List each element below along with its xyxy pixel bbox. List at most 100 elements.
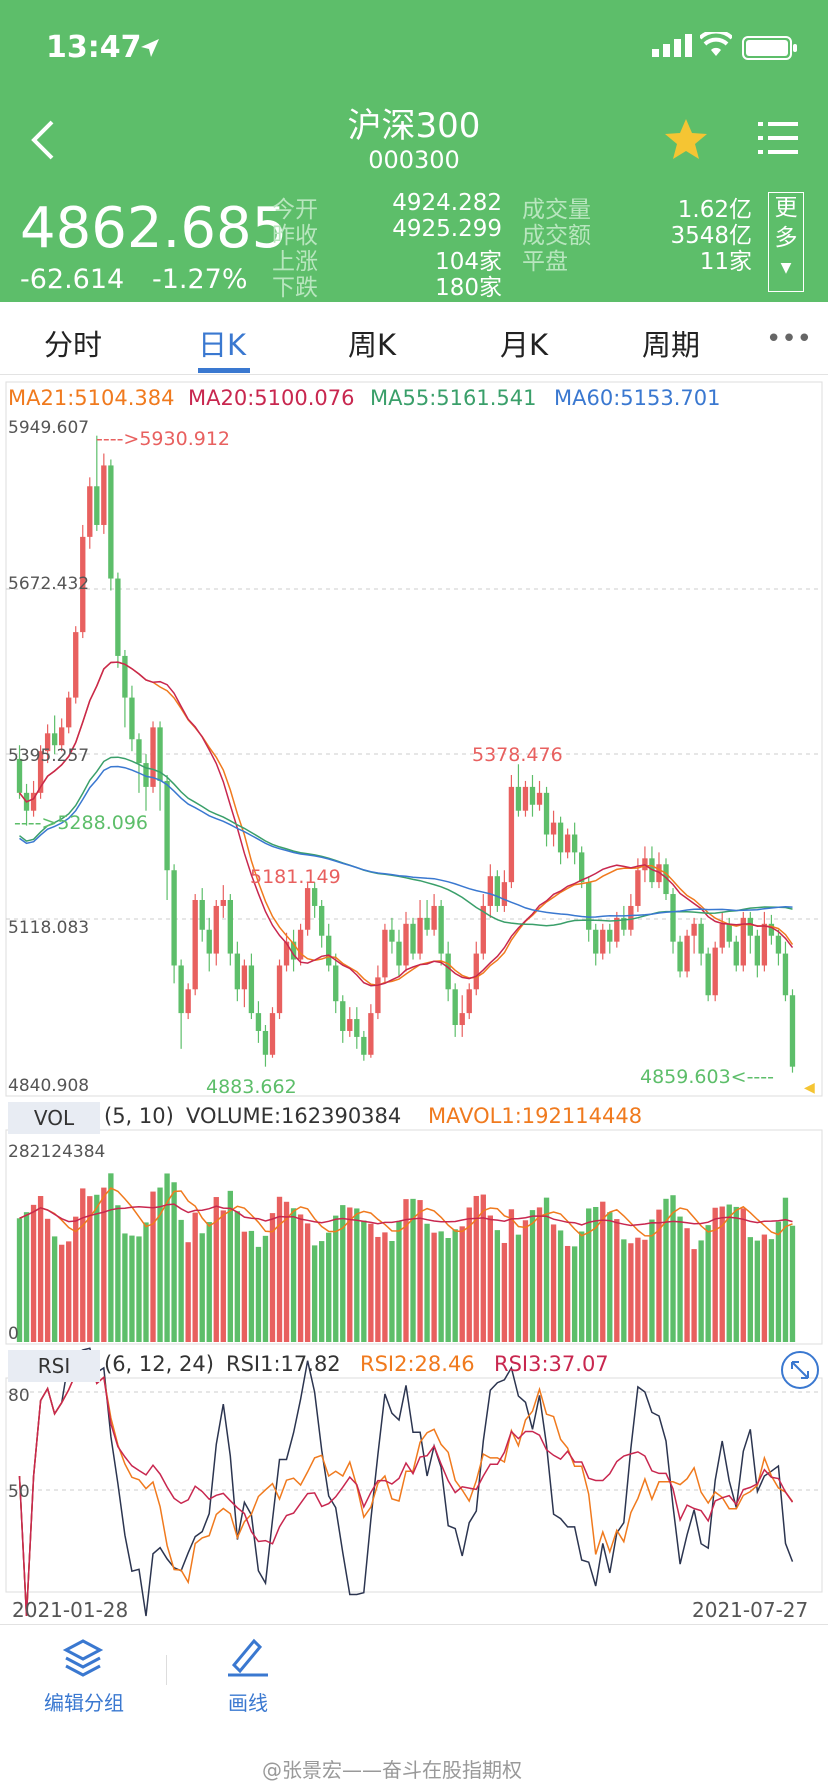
volume-bar [37,1196,44,1342]
quote-value: 4925.299 [392,216,502,242]
active-tab-indicator [198,368,250,373]
volume-bar [94,1194,100,1342]
volume-bar [262,1235,269,1342]
back-icon[interactable] [28,120,58,164]
candle-body [705,953,711,996]
candle-body [354,1019,360,1037]
volume-bar [487,1215,493,1342]
candle-body [101,465,107,525]
min-annotation: 4859.603<---- [640,1066,775,1088]
candle-body [157,727,163,781]
volume-bar [719,1206,725,1342]
volume-bar [389,1240,395,1342]
tab-monthly-k[interactable]: 月K [500,328,549,362]
candle-body [283,941,290,966]
candle-body [108,465,114,579]
candle-body [347,1019,353,1031]
volume-bar [44,1218,51,1342]
volume-bar [206,1222,212,1342]
expand-icon[interactable] [780,1350,820,1394]
volume-bar [248,1230,255,1342]
volume-bar [579,1231,585,1342]
candle-body [178,965,184,1014]
candle-body [66,697,72,728]
candle-body [30,792,37,811]
volume-bar [747,1237,753,1342]
volume-bar [614,1219,620,1342]
menu-icon[interactable] [758,120,798,160]
more-dots-icon[interactable]: ••• [766,324,813,354]
candle-body [557,822,564,853]
candle-body [361,1036,367,1055]
volume-bar [354,1208,360,1342]
rsi-y-label: 80 [8,1386,30,1406]
volume-bar [59,1244,65,1342]
volume-bar [586,1208,592,1342]
candle-body [698,923,704,954]
candle-body [789,995,796,1067]
volume-bar [473,1195,479,1342]
volume-bar [115,1205,121,1342]
vol-volume: VOLUME:162390384 [186,1104,402,1128]
volume-bar [220,1210,226,1342]
volume-bar [431,1232,437,1342]
rsi2-line [18,1357,794,1617]
last-price-marker: ◀ [804,1080,815,1096]
draw-line-button[interactable]: 画线 [228,1691,268,1715]
volume-bar [712,1207,718,1342]
quote-value: 104家 [435,249,502,275]
tab-daily-k[interactable]: 日K [198,328,247,362]
edit-group-button[interactable]: 编辑分组 [44,1691,124,1715]
candle-body [515,786,522,811]
candle-body [122,655,128,698]
volume-bar [164,1173,170,1342]
volume-bar [23,1212,30,1342]
candle-body [564,834,571,853]
volume-bar [522,1220,529,1342]
tab-period[interactable]: 周期 [642,328,701,362]
candle-body [747,917,753,936]
rsi1-legend: RSI1:17.82 [226,1352,341,1376]
volume-bar [424,1223,430,1342]
candle-body [333,965,339,1002]
star-icon[interactable] [664,118,708,164]
candle-body [80,536,86,633]
candle-body [164,780,170,871]
volume-bar [396,1220,402,1342]
volume-bar [501,1242,508,1342]
candle-body [326,935,332,966]
more-button[interactable]: 更 多 ▼ [768,192,804,292]
candle-body [628,905,634,930]
vol-y-label: 0 [8,1324,19,1344]
candle-body [586,882,592,930]
volume-bar [66,1241,72,1342]
max-annotation: ---->5930.912 [96,428,231,450]
volume-bar [150,1191,156,1342]
candle-body [522,786,529,811]
start-date: 2021-01-28 [12,1598,129,1622]
layers-icon[interactable] [62,1637,104,1683]
mavol2-line [19,1203,793,1227]
candle-body [417,917,423,954]
volume-bar [297,1214,304,1342]
ma55-line [19,756,793,927]
draw-line-icon[interactable] [226,1635,270,1681]
candle-body [297,929,304,960]
volume-bar [241,1231,248,1342]
volume-bar [775,1221,782,1342]
candle-body [129,697,135,740]
volume-bar [621,1239,627,1342]
kline-chart[interactable] [0,380,828,1620]
vol-tag[interactable]: VOL [8,1102,100,1134]
volume-bar [361,1220,367,1342]
volume-bar [199,1233,205,1342]
candle-body [740,917,746,966]
volume-bar [550,1224,557,1342]
candle-body [199,899,205,930]
volume-bar [445,1238,451,1342]
candle-body [227,899,233,954]
tab-weekly-k[interactable]: 周K [348,328,397,362]
tab-timeshare[interactable]: 分时 [44,328,103,362]
rsi-tag[interactable]: RSI [8,1350,100,1382]
quote-header: 13:47 沪深300 000300 4862.685 -62.614 -1.2… [0,0,828,302]
